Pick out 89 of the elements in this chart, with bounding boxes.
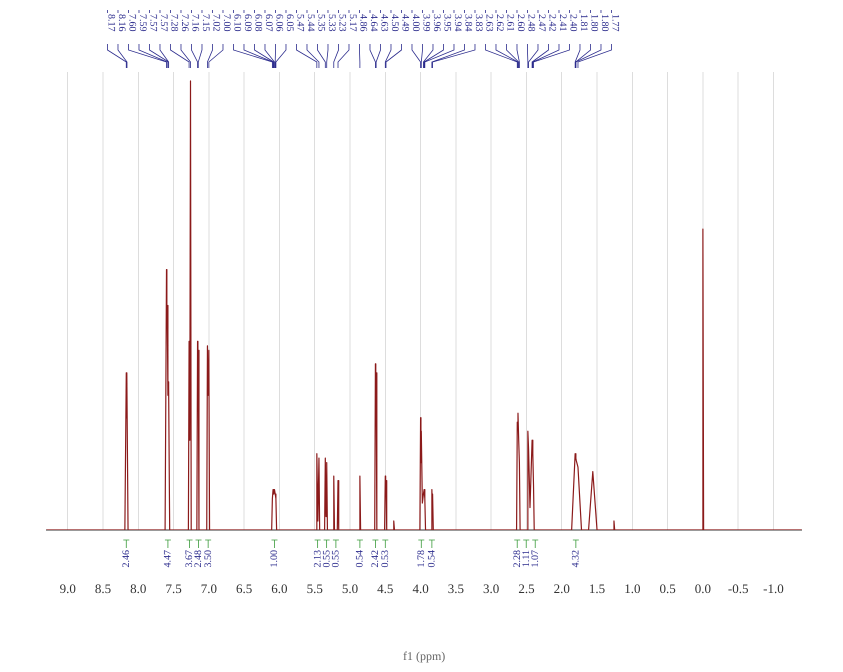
text: 2.63 — [483, 14, 494, 32]
text: 8.16 — [116, 14, 127, 32]
text: 5.44 — [304, 14, 316, 32]
annotation: 2.48 — [193, 550, 204, 568]
annotation: 1.11 — [520, 550, 532, 568]
annotation: 0.55 — [321, 550, 332, 568]
text: 1.80 — [588, 14, 600, 32]
text: 1.77 — [609, 14, 620, 32]
text: 5.23 — [336, 14, 348, 32]
text: 6.06 — [273, 14, 284, 32]
text: 2.61 — [504, 14, 516, 32]
text: 6.10 — [231, 14, 242, 32]
text: 4.00 — [410, 14, 421, 32]
text: 7.59 — [136, 14, 148, 32]
text: 6.08 — [252, 14, 264, 32]
x-tick-label: -0.5 — [728, 581, 748, 596]
text: 7.00 — [220, 14, 232, 32]
annotation: 2.42 — [370, 550, 382, 568]
text: 7.26 — [178, 14, 190, 32]
text: 1.81 — [578, 14, 589, 32]
annotation: 2.46 — [120, 550, 132, 568]
x-tick-label: 5.0 — [342, 581, 358, 596]
annotation: 0.53 — [380, 550, 391, 568]
text: 7.57 — [147, 14, 158, 32]
text: 3.96 — [430, 14, 442, 32]
x-tick-label: 5.5 — [306, 581, 323, 596]
text: 5.17 — [346, 14, 358, 32]
text: 7.15 — [200, 14, 211, 32]
x-tick-label: 4.0 — [412, 581, 429, 596]
annotation: 1.07 — [530, 550, 541, 568]
text: 4.63 — [378, 14, 390, 32]
x-tick-label: 6.5 — [236, 581, 252, 596]
text: 6.07 — [262, 14, 274, 32]
x-tick-label: 4.5 — [377, 581, 394, 596]
annotation: 4.47 — [162, 550, 174, 568]
text: 3.99 — [420, 14, 432, 32]
text: 1.80 — [598, 14, 610, 32]
x-tick-label: 7.5 — [165, 581, 182, 596]
text: 2.41 — [556, 14, 568, 32]
x-tick-label: 3.5 — [448, 581, 464, 596]
x-tick-label: 2.0 — [554, 581, 570, 596]
text: 5.47 — [294, 14, 306, 32]
text: 6.05 — [284, 14, 295, 32]
x-tick-label: 1.5 — [588, 581, 606, 596]
text: 4.64 — [368, 14, 379, 32]
text: 7.57 — [158, 14, 169, 32]
text: 7.28 — [168, 14, 180, 32]
x-tick-label: 7.0 — [200, 581, 217, 596]
text: 2.62 — [494, 14, 505, 32]
text: 3.95 — [441, 14, 452, 32]
annotation: 0.54 — [354, 550, 366, 568]
x-axis-title: f1 (ppm) — [402, 648, 446, 663]
text: 3.84 — [462, 14, 474, 32]
text: 4.49 — [399, 14, 410, 32]
text: 7.16 — [189, 14, 200, 32]
text: 4.86 — [357, 14, 368, 32]
text: 3.94 — [452, 14, 463, 32]
x-tick-label: 8.5 — [94, 581, 112, 596]
x-tick-label: 0.0 — [694, 581, 712, 596]
x-tick-label: 3.0 — [483, 581, 500, 596]
text: 5.33 — [326, 14, 337, 32]
text: 2.60 — [514, 14, 526, 32]
annotation: 2.13 — [312, 550, 324, 568]
text: 2.48 — [525, 14, 536, 32]
text: 5.35 — [315, 14, 326, 32]
annotation: 1.78 — [416, 550, 427, 568]
text: 2.40 — [567, 14, 578, 32]
annotation: 0.55 — [330, 550, 342, 568]
text: 7.02 — [210, 14, 222, 32]
annotation: 2.28 — [512, 550, 523, 568]
text: 4.50 — [388, 14, 400, 32]
text: 2.47 — [536, 14, 547, 32]
x-tick-label: 6.0 — [271, 581, 288, 596]
x-tick-label: 8.0 — [130, 581, 146, 596]
text: 2.42 — [546, 14, 558, 32]
annotation: 1.00 — [269, 550, 280, 568]
annotation: 3.50 — [202, 550, 214, 568]
x-tick-label: 0.5 — [659, 581, 676, 596]
text: 8.17 — [105, 14, 116, 32]
annotation: 0.54 — [426, 550, 438, 568]
text: 7.60 — [126, 14, 138, 32]
x-tick-label: 2.5 — [518, 581, 535, 596]
annotation: 4.32 — [570, 550, 582, 568]
x-tick-label: -1.0 — [763, 581, 784, 596]
text: 3.83 — [472, 14, 484, 32]
text: 6.09 — [242, 14, 253, 32]
x-tick-label: 1.0 — [624, 581, 640, 596]
x-tick-label: 9.0 — [60, 581, 76, 596]
annotation: 3.67 — [184, 550, 196, 568]
